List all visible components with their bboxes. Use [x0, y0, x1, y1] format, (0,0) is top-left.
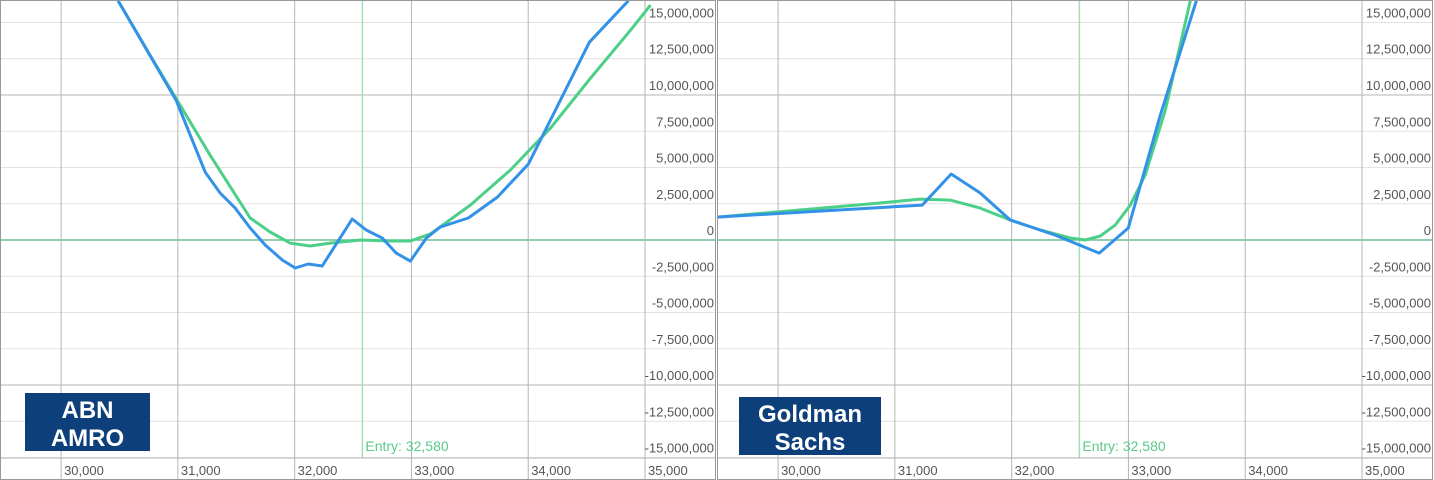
y-tick-label: -12,500,000 — [1362, 404, 1431, 419]
y-tick-label: 15,000,000 — [649, 5, 714, 20]
x-tick-label: 30,000 — [781, 463, 821, 478]
y-tick-label: 2,500,000 — [656, 187, 714, 202]
plot-lines — [717, 0, 1198, 255]
x-tick-label: 32,000 — [1015, 463, 1055, 478]
x-tick-label: 31,000 — [898, 463, 938, 478]
x-tick-label: 34,000 — [531, 463, 571, 478]
chart-panel: 15,000,000 12,500,000 10,000,000 7,500,000 5… — [0, 0, 716, 480]
badge-box — [739, 397, 881, 455]
y-tick-label: 15,000,000 — [1366, 5, 1431, 20]
y-tick-label: -7,500,000 — [652, 332, 714, 347]
badge-text: Sachs — [775, 429, 846, 456]
x-tick-label: 34,000 — [1248, 463, 1288, 478]
x-tick-label: 32,000 — [298, 463, 338, 478]
y-tick-label: 10,000,000 — [649, 78, 714, 93]
chart-panel: 15,000,000 12,500,000 10,000,000 7,500,000 5… — [717, 0, 1433, 480]
y-tick-label: 2,500,000 — [1373, 187, 1431, 202]
badge-text: Goldman — [758, 401, 862, 428]
entry-label: Entry: 32,580 — [1082, 438, 1165, 454]
y-tick-label: 5,000,000 — [656, 151, 714, 166]
y-tick-label: 0 — [1424, 223, 1431, 238]
y-tick-label: -15,000,000 — [1362, 441, 1431, 456]
y-tick-label: 0 — [707, 223, 714, 238]
y-tick-label: -15,000,000 — [645, 441, 714, 456]
badge-box — [25, 393, 150, 451]
y-tick-label: -5,000,000 — [652, 296, 714, 311]
x-tick-label: 35,000 — [648, 463, 688, 478]
y-tick-label: -10,000,000 — [645, 368, 714, 383]
x-tick-label: 30,000 — [64, 463, 104, 478]
y-tick-label: -5,000,000 — [1369, 296, 1431, 311]
x-tick-label: 35,000 — [1365, 463, 1405, 478]
series-line — [116, 0, 630, 270]
y-tick-label: -7,500,000 — [1369, 332, 1431, 347]
y-tick-label: 7,500,000 — [656, 114, 714, 129]
entry-label: Entry: 32,580 — [365, 438, 448, 454]
series-line — [717, 0, 1198, 255]
y-tick-label: -2,500,000 — [1369, 259, 1431, 274]
y-tick-label: 12,500,000 — [649, 42, 714, 57]
y-tick-label: 5,000,000 — [1373, 151, 1431, 166]
y-tick-label: -10,000,000 — [1362, 368, 1431, 383]
x-tick-label: 33,000 — [414, 463, 454, 478]
plot-lines — [116, 0, 652, 270]
y-tick-label: 12,500,000 — [1366, 42, 1431, 57]
y-tick-label: 10,000,000 — [1366, 78, 1431, 93]
x-tick-label: 33,000 — [1131, 463, 1171, 478]
y-tick-label: 7,500,000 — [1373, 114, 1431, 129]
y-tick-label: -12,500,000 — [645, 404, 714, 419]
badge-text: AMRO — [51, 425, 124, 452]
badge-text: ABN — [62, 397, 114, 424]
x-tick-label: 31,000 — [181, 463, 221, 478]
series-line — [116, 0, 652, 248]
y-tick-label: -2,500,000 — [652, 259, 714, 274]
